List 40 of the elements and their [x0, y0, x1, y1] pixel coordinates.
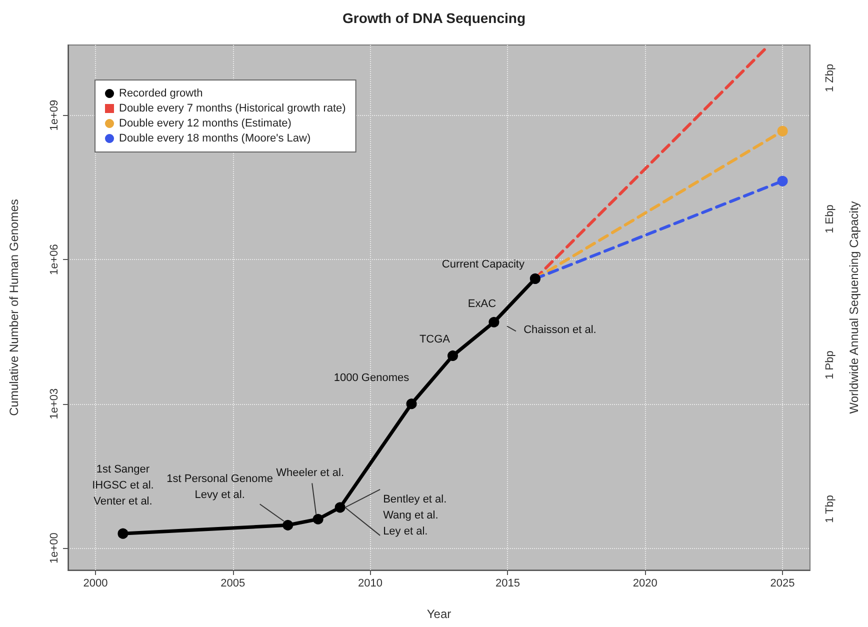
point [488, 316, 500, 328]
annotation: 1st Personal Genome Levy et al. [166, 473, 274, 502]
x-tick-label: 2000 [83, 578, 108, 590]
annotation: 1000 Genomes [334, 372, 410, 384]
point [777, 126, 788, 136]
point [406, 398, 417, 410]
annotation: TCGA [419, 334, 451, 346]
x-tick-label: 2005 [220, 578, 246, 590]
annotation: 1st Sanger IHGSC et al. Venter et al. [92, 464, 154, 508]
legend-label: Double every 18 months (Moore's Law) [119, 132, 311, 144]
annotation: Bentley et al. Wang et al. Ley et al. [383, 493, 447, 538]
y-tick-label: 1e+00 [48, 532, 60, 564]
point [312, 514, 324, 524]
text: 1 Tbp [824, 495, 836, 523]
point [118, 528, 128, 539]
x-tick-label: 2010 [358, 578, 383, 590]
x-axis-title: Year [426, 607, 452, 621]
legend-label: Recorded growth [119, 88, 203, 100]
text: 1 Ebp [824, 204, 836, 234]
point [282, 520, 294, 530]
text: 1 Zbp [824, 64, 836, 92]
annotation: Wheeler et al. [276, 467, 344, 480]
point [777, 176, 788, 186]
y-tick-label: 1e+09 [48, 100, 60, 131]
y-tick-label: 1e+03 [48, 388, 60, 420]
y-tick-label: 1e+06 [48, 244, 60, 276]
y-axis-title: Cumulative Number of Human Genomes [7, 199, 21, 416]
point [334, 502, 346, 513]
legend-label: Double every 7 months (Historical growth rate) [119, 102, 346, 114]
annotation: ExAC [468, 298, 496, 310]
x-tick-label: 2015 [495, 578, 520, 590]
point [448, 350, 458, 361]
chart-title: Growth of DNA Sequencing [342, 10, 526, 26]
x-tick-label: 2020 [632, 578, 658, 590]
annotation: Chaisson et al. [524, 324, 596, 336]
text: 1 Pbp [824, 350, 836, 380]
x-tick-label: 2025 [770, 578, 795, 590]
legend-label: Double every 12 months (Estimate) [119, 118, 292, 130]
annotation: Current Capacity [442, 258, 525, 271]
y2-axis-title: Worldwide Annual Sequencing Capacity [847, 201, 861, 414]
